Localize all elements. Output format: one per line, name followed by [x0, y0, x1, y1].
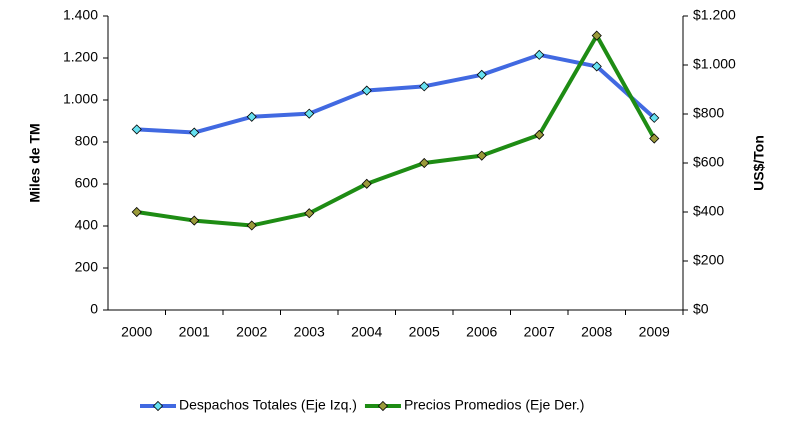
- x-tick-label: 2008: [581, 324, 612, 340]
- marker: [361, 178, 372, 189]
- marker: [304, 108, 315, 119]
- series-line: [136, 52, 656, 135]
- marker: [649, 112, 660, 123]
- x-tick-label: 2005: [409, 324, 440, 340]
- y-tick-label: 600: [75, 175, 99, 191]
- marker: [361, 85, 372, 96]
- marker: [476, 150, 487, 161]
- legend-marker: [152, 400, 164, 412]
- y2-tick-label: $800: [693, 105, 724, 121]
- x-tick-label: 2009: [639, 324, 670, 340]
- marker: [304, 208, 315, 219]
- marker: [591, 61, 602, 72]
- marker: [534, 49, 545, 60]
- y-tick-label: 800: [75, 133, 99, 149]
- y2-tick-label: $1.200: [693, 7, 736, 23]
- y-tick-label: 1.000: [63, 91, 98, 107]
- series-line: [136, 33, 656, 228]
- x-tick-label: 2006: [466, 324, 497, 340]
- marker: [649, 133, 660, 144]
- marker: [591, 30, 602, 41]
- legend-label: Precios Promedios (Eje Der.): [404, 397, 585, 413]
- x-tick-label: 2004: [351, 324, 382, 340]
- marker: [246, 220, 257, 231]
- marker: [131, 206, 142, 218]
- y-tick-label: 1.400: [63, 7, 98, 23]
- y-axis-title: Miles de TM: [27, 123, 43, 202]
- y2-tick-label: $200: [693, 252, 724, 268]
- y2-tick-label: $0: [693, 301, 709, 317]
- marker: [419, 157, 430, 169]
- marker: [534, 129, 545, 140]
- legend-label: Despachos Totales (Eje Izq.): [179, 397, 357, 413]
- y2-tick-label: $400: [693, 203, 724, 219]
- x-tick-label: 2002: [236, 324, 267, 340]
- marker: [476, 69, 487, 80]
- x-tick-label: 2007: [524, 324, 555, 340]
- y2-tick-label: $600: [693, 154, 724, 170]
- y-tick-label: 200: [75, 259, 99, 275]
- marker: [189, 215, 200, 226]
- marker: [419, 81, 430, 92]
- marker: [131, 124, 142, 135]
- y2-axis-title: US$/Ton: [751, 135, 767, 191]
- marker: [189, 127, 200, 138]
- x-tick-label: 2001: [179, 324, 210, 340]
- y-tick-label: 1.200: [63, 49, 98, 65]
- y-tick-label: 0: [90, 301, 98, 317]
- marker: [246, 111, 257, 122]
- x-tick-label: 2003: [294, 324, 325, 340]
- y-tick-label: 400: [75, 217, 99, 233]
- y2-tick-label: $1.000: [693, 56, 736, 72]
- legend-marker: [377, 400, 389, 412]
- x-tick-label: 2000: [121, 324, 152, 340]
